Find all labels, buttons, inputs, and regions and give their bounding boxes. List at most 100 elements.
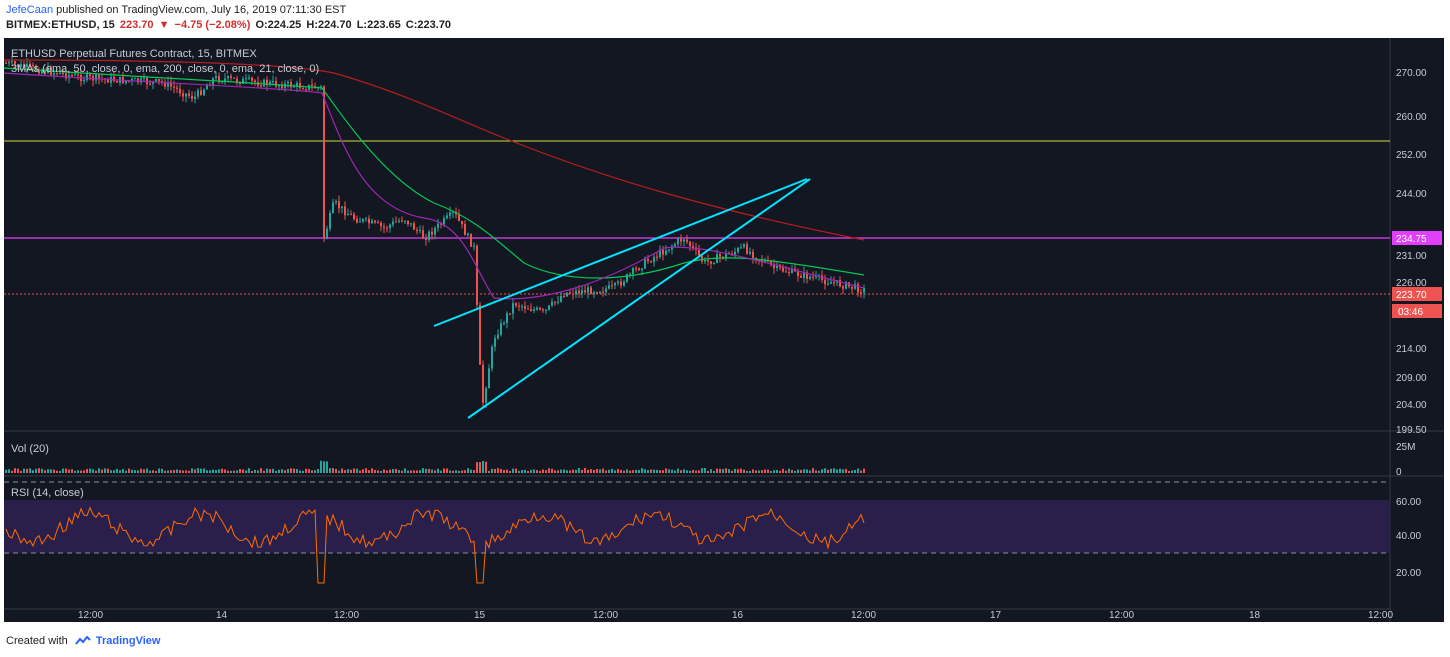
volume-bar — [17, 468, 19, 473]
volume-bar — [518, 470, 520, 473]
price-scale[interactable]: 270.00 260.00 252.00 244.00 231.00 226.0… — [1396, 68, 1427, 579]
volume-legend[interactable]: Vol (20) — [11, 443, 49, 455]
candle-body — [125, 80, 127, 84]
candle-body — [197, 90, 199, 97]
volume-bar — [179, 470, 181, 473]
volume-bar — [140, 468, 142, 473]
volume-bar — [299, 470, 301, 473]
wedge-upper-trendline[interactable] — [433, 178, 808, 327]
candle-body — [605, 288, 607, 292]
candle-body — [650, 261, 652, 263]
volume-bar — [374, 469, 376, 473]
volume-bar — [644, 469, 646, 473]
candle-body — [260, 85, 262, 87]
candle-body — [845, 282, 847, 289]
rsi-line[interactable] — [5, 506, 865, 584]
volume-bar — [422, 468, 424, 473]
time-scale[interactable]: 12:00 14 12:00 15 12:00 16 12:00 17 12:0… — [78, 610, 1393, 621]
candle-body — [791, 268, 793, 273]
volume-bar — [467, 468, 469, 473]
volume-bar — [482, 460, 484, 473]
author-link[interactable]: JefeCaan — [6, 4, 54, 16]
time-tick: 12:00 — [1109, 610, 1134, 621]
volume-bar — [245, 470, 247, 473]
volume-bar — [359, 470, 361, 473]
volume-bar — [782, 468, 784, 473]
chart-legend-title[interactable]: ETHUSD Perpetual Futures Contract, 15, B… — [11, 48, 257, 60]
candle-body — [332, 202, 334, 214]
candle-body — [656, 256, 658, 258]
moving-averages[interactable] — [4, 59, 865, 300]
volume-bar — [95, 470, 97, 473]
candle-body — [149, 83, 151, 85]
candle-body — [269, 81, 271, 86]
time-tick: 16 — [732, 610, 744, 621]
volume-bar — [185, 470, 187, 473]
wedge-lower-trendline[interactable] — [467, 178, 811, 419]
volume-bar — [491, 468, 493, 473]
volume-bar — [233, 470, 235, 473]
volume-bar — [614, 470, 616, 473]
footer: Created with TradingView — [6, 634, 160, 648]
volume-bar — [404, 468, 406, 473]
candle-body — [806, 272, 808, 279]
candle-body — [434, 228, 436, 235]
volume-bar — [8, 469, 10, 473]
ema-21-line[interactable] — [4, 72, 865, 300]
ma-indicator-legend[interactable]: 3MAs (ema, 50, close, 0, ema, 200, close… — [11, 63, 319, 75]
published-text: published on TradingView.com, July 16, 2… — [56, 4, 347, 16]
candle-body — [401, 220, 403, 222]
publish-info: JefeCaan published on TradingView.com, J… — [6, 3, 346, 17]
candle-body — [449, 212, 451, 216]
volume-bar — [170, 470, 172, 473]
volume-bar — [638, 470, 640, 473]
volume-bar — [533, 469, 535, 473]
volume-bar — [275, 470, 277, 473]
candle-body — [137, 78, 139, 83]
volume-bar — [548, 468, 550, 473]
candle-body — [554, 301, 556, 303]
volume-bar — [89, 468, 91, 473]
candle-body — [62, 73, 64, 75]
volume-bar — [383, 469, 385, 473]
volume-bar — [749, 470, 751, 473]
candle-body — [485, 388, 487, 403]
volume-bar — [785, 470, 787, 473]
volume-bar — [740, 468, 742, 473]
volume-bar — [344, 470, 346, 473]
volume-bar — [593, 469, 595, 473]
candle-body — [518, 305, 520, 307]
candle-body — [722, 256, 724, 258]
chart-panel[interactable]: ETHUSD Perpetual Futures Contract, 15, B… — [4, 38, 1444, 622]
rsi-legend[interactable]: RSI (14, close) — [11, 487, 84, 499]
ema-200-line[interactable] — [4, 59, 865, 241]
ema-50-line[interactable] — [4, 67, 865, 279]
candle-body — [338, 201, 340, 209]
candle-body — [83, 79, 85, 82]
volume-bar — [611, 468, 613, 473]
volume-bar — [857, 468, 859, 473]
candle-body — [74, 74, 76, 76]
volume-bar — [23, 468, 25, 473]
volume-bar — [269, 469, 271, 473]
ohlc-open: O:224.25 — [255, 19, 302, 31]
last-price-badge — [1392, 287, 1442, 301]
volume-bar — [497, 468, 499, 473]
volume-bar — [656, 469, 658, 473]
volume-bar — [227, 470, 229, 473]
volume-bar — [410, 470, 412, 473]
candle-body — [533, 309, 535, 311]
candle-body — [365, 218, 367, 220]
chart-canvas[interactable]: ETHUSD Perpetual Futures Contract, 15, B… — [4, 38, 1444, 622]
volume-bar — [800, 469, 802, 473]
time-tick: 12:00 — [593, 610, 618, 621]
candle-body — [473, 245, 475, 247]
price-tick: 199.50 — [1396, 425, 1427, 436]
time-tick: 12:00 — [851, 610, 876, 621]
candle-body — [809, 276, 811, 279]
tradingview-brand-link[interactable]: TradingView — [95, 635, 161, 647]
volume-bar — [437, 468, 439, 473]
candle-body — [362, 218, 364, 222]
candle-body — [98, 74, 100, 79]
volume-bar — [365, 468, 367, 473]
